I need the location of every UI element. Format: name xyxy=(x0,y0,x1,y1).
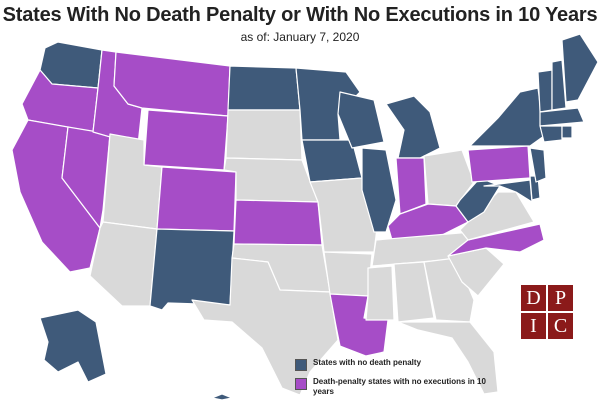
legend-item-no-death-penalty: States with no death penalty xyxy=(295,358,505,371)
state-indiana xyxy=(395,157,427,215)
state-layer xyxy=(11,33,599,400)
legend-label-no-executions: Death-penalty states with no executions … xyxy=(313,377,486,396)
state-louisiana xyxy=(329,293,389,357)
state-minnesota xyxy=(295,67,361,141)
state-connecticut xyxy=(539,125,563,143)
state-hawaii xyxy=(211,393,233,400)
state-vermont xyxy=(537,69,553,113)
state-mississippi xyxy=(365,265,395,321)
state-maryland xyxy=(483,179,533,203)
state-colorado xyxy=(156,166,237,232)
state-new-jersey xyxy=(529,147,547,183)
legend-swatch-no-death-penalty xyxy=(295,359,307,371)
state-michigan xyxy=(385,95,441,159)
map-title: States With No Death Penalty or With No … xyxy=(2,4,598,26)
state-pennsylvania xyxy=(467,145,531,183)
state-kansas xyxy=(233,199,323,246)
state-new-mexico xyxy=(149,228,235,311)
logo-letter-d: D xyxy=(521,285,546,311)
state-illinois xyxy=(361,147,397,233)
state-florida xyxy=(397,321,499,395)
state-alabama xyxy=(393,261,435,323)
logo-letter-c: C xyxy=(548,313,573,339)
legend-item-no-executions: Death-penalty states with no executions … xyxy=(295,377,505,397)
state-nebraska xyxy=(223,157,319,203)
legend-swatch-no-executions xyxy=(295,378,307,390)
dpic-logo: D P I C xyxy=(521,285,573,339)
state-arizona xyxy=(89,221,158,307)
state-massachusetts xyxy=(539,107,585,127)
state-wisconsin xyxy=(337,91,385,149)
state-arkansas xyxy=(323,251,373,297)
map-subtitle: as of: January 7, 2020 xyxy=(240,30,360,44)
state-south-dakota xyxy=(225,109,303,161)
map-legend: States with no death penalty Death-penal… xyxy=(295,358,505,403)
logo-letter-p: P xyxy=(548,285,573,311)
state-north-dakota xyxy=(227,65,301,111)
state-rhode-island xyxy=(561,125,573,139)
state-alaska xyxy=(39,309,107,383)
state-wyoming xyxy=(143,109,229,171)
state-new-hampshire xyxy=(551,59,567,111)
state-maine xyxy=(561,33,599,103)
legend-label-no-death-penalty: States with no death penalty xyxy=(313,358,422,367)
logo-letter-i: I xyxy=(521,313,546,339)
state-new-york xyxy=(469,87,545,147)
